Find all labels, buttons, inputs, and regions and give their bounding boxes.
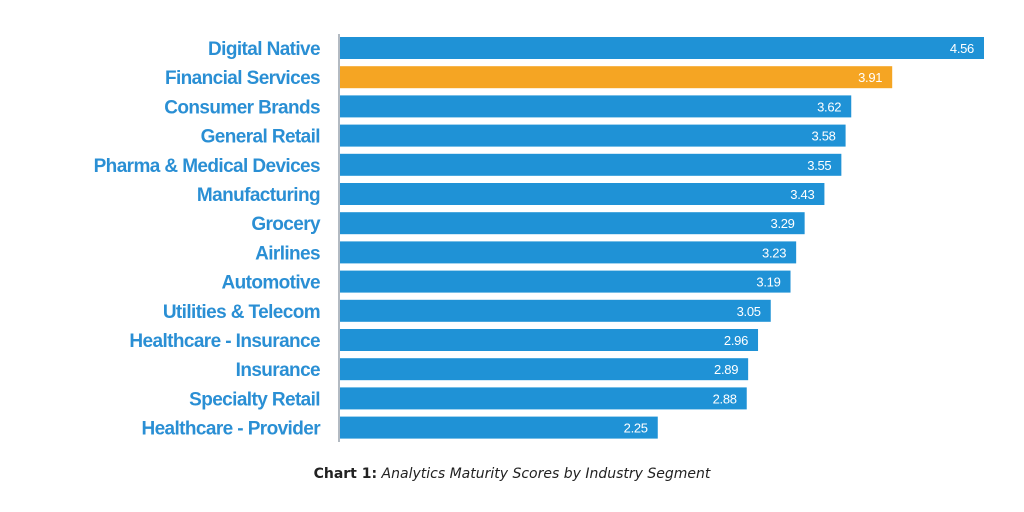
- category-label-7: Airlines: [255, 243, 320, 264]
- bar-3: [340, 124, 846, 147]
- category-label-12: Specialty Retail: [189, 389, 320, 410]
- category-label-11: Insurance: [236, 360, 320, 381]
- chart-caption: Chart 1: Analytics Maturity Scores by In…: [0, 466, 1024, 482]
- category-label-8: Automotive: [221, 273, 320, 294]
- bar-1: [340, 66, 893, 89]
- value-label-11: 2.89: [714, 362, 738, 377]
- category-label-10: Healthcare - Insurance: [129, 331, 320, 352]
- bar-6: [340, 212, 805, 235]
- category-label-9: Utilities & Telecom: [163, 302, 320, 323]
- category-label-5: Manufacturing: [197, 185, 320, 206]
- category-labels: Digital Native Financial Services Consumer…: [94, 39, 322, 440]
- value-label-9: 3.05: [737, 304, 761, 319]
- bar-4: [340, 153, 842, 176]
- value-labels: 4.56 3.91 3.62 3.58 3.55 3.43 3.29 3.23 3.19 3.05…: [624, 41, 975, 436]
- bar-7: [340, 241, 797, 264]
- caption-prefix: Chart 1:: [313, 466, 378, 482]
- bar-5: [340, 183, 825, 205]
- category-label-4: Pharma & Medical Devices: [94, 156, 320, 177]
- category-label-2: Consumer Brands: [164, 97, 320, 118]
- value-label-12: 2.88: [713, 391, 737, 406]
- category-label-13: Healthcare - Provider: [141, 419, 321, 440]
- bar-8: [340, 270, 791, 293]
- value-label-5: 3.43: [790, 187, 814, 202]
- value-label-8: 3.19: [756, 275, 780, 290]
- bar-2: [340, 95, 852, 118]
- bars-group: [340, 37, 984, 439]
- value-label-10: 2.96: [724, 333, 748, 348]
- value-label-0: 4.56: [950, 41, 974, 56]
- value-label-13: 2.25: [624, 421, 648, 436]
- bar-12: [340, 387, 747, 410]
- bar-9: [340, 299, 771, 322]
- bar-11: [340, 358, 749, 381]
- value-label-6: 3.29: [771, 216, 795, 231]
- bar-0: [340, 37, 984, 59]
- value-label-2: 3.62: [817, 99, 841, 114]
- value-label-3: 3.58: [811, 129, 835, 144]
- value-label-4: 3.55: [807, 158, 831, 173]
- bar-10: [340, 329, 759, 351]
- caption-text: Analytics Maturity Scores by Industry Se…: [381, 466, 711, 482]
- bar-13: [340, 416, 658, 439]
- value-label-1: 3.91: [858, 70, 882, 85]
- category-label-0: Digital Native: [208, 39, 320, 60]
- category-label-3: General Retail: [201, 127, 320, 148]
- value-label-7: 3.23: [762, 245, 786, 260]
- category-label-1: Financial Services: [165, 68, 320, 89]
- category-label-6: Grocery: [251, 214, 321, 235]
